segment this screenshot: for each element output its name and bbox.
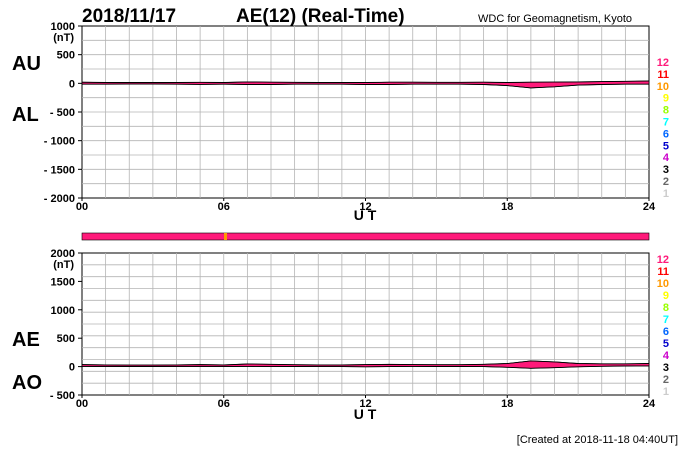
station-legend-label: 12 — [657, 254, 669, 266]
au-al-y-tick-label: 500 — [57, 50, 75, 62]
au-al-upper-line — [81, 80, 650, 83]
au-al-unit-label: (nT) — [53, 32, 74, 44]
station-legend-label: 2 — [663, 374, 669, 386]
ae-ao-y-tick-label: 2000 — [51, 248, 75, 260]
ae-ao-lower-line — [81, 365, 650, 369]
station-legend-label: 9 — [663, 290, 669, 302]
au-al-y-tick-label: - 1500 — [44, 164, 75, 176]
ao-series-label: AO — [12, 372, 42, 394]
station-legend-label: 1 — [663, 188, 669, 200]
station-legend-label: 5 — [663, 338, 669, 350]
station-legend-label: 8 — [663, 302, 669, 314]
au-al-chart: 1000 500 0 - 500 - 1000 - 1500 - 2000 00 06 12 18… — [12, 21, 656, 223]
station-legend-label: 11 — [657, 266, 669, 278]
ae-ao-y-tick-label: - 500 — [50, 390, 75, 402]
au-al-y-tick-label: - 1000 — [44, 136, 75, 148]
ae-ao-data — [81, 360, 650, 369]
ae-ao-x-tick-label: 12 — [359, 398, 371, 410]
ae-ao-unit-label: (nT) — [53, 259, 74, 271]
ae-ao-chart: 2000 1500 1000 500 0 - 500 00 06 12 18 24 (nT) AE… — [12, 248, 656, 422]
au-al-x-tick-label: 24 — [643, 201, 656, 213]
station-legend-label: 11 — [657, 69, 669, 81]
ae-ao-y-tick-label: 1500 — [51, 276, 75, 288]
ae-ao-upper-line — [81, 360, 650, 366]
au-al-y-axis: 1000 500 0 - 500 - 1000 - 1500 - 2000 — [44, 21, 82, 205]
au-series-label: AU — [12, 53, 41, 75]
availability-gap-mark — [224, 233, 227, 240]
station-legend-label: 6 — [663, 128, 669, 140]
au-al-x-tick-label: 12 — [359, 201, 371, 213]
station-legend-label: 1 — [663, 386, 669, 398]
al-series-label: AL — [12, 104, 39, 126]
station-legend-label: 9 — [663, 93, 669, 105]
station-legend-label: 6 — [663, 326, 669, 338]
plot-date: 2018/11/17 — [82, 6, 176, 27]
station-legend-label: 3 — [663, 362, 669, 374]
au-al-x-axis-label: U T — [354, 207, 377, 223]
ae-ao-x-axis: 00 06 12 18 24 — [76, 395, 656, 410]
availability-bar-fill — [81, 232, 650, 241]
station-legend-label: 4 — [663, 152, 670, 164]
au-al-y-tick-label: - 2000 — [44, 193, 75, 205]
ae-series-label: AE — [12, 329, 40, 351]
ae-ao-grid — [82, 253, 649, 395]
ae-ao-y-tick-label: 0 — [69, 362, 75, 374]
station-legend-label: 7 — [663, 314, 669, 326]
station-legend-label: 12 — [657, 57, 669, 69]
station-legend-label: 7 — [663, 117, 669, 129]
station-legend-label: 8 — [663, 105, 669, 117]
ae-ao-x-tick-label: 00 — [76, 398, 88, 410]
au-al-y-tick-label: - 500 — [50, 107, 75, 119]
ae-ao-y-axis: 2000 1500 1000 500 0 - 500 — [50, 248, 82, 402]
created-timestamp: [Created at 2018-11-18 04:40UT] — [517, 434, 678, 446]
data-source: WDC for Geomagnetism, Kyoto — [478, 13, 632, 25]
ae-ao-x-tick-label: 18 — [501, 398, 513, 410]
au-al-x-tick-label: 06 — [218, 201, 230, 213]
ae-ao-y-tick-label: 1000 — [51, 305, 75, 317]
au-al-grid — [82, 26, 649, 198]
ae-ao-y-tick-label: 500 — [57, 333, 75, 345]
au-al-data — [81, 80, 650, 89]
au-al-y-tick-label: 1000 — [51, 21, 75, 33]
au-al-y-tick-label: 0 — [69, 78, 75, 90]
station-legend-label: 3 — [663, 164, 669, 176]
ae-ao-x-tick-label: 24 — [643, 398, 656, 410]
station-legend-label: 5 — [663, 140, 669, 152]
station-legend-label: 4 — [663, 350, 670, 362]
station-legend-label: 10 — [657, 81, 669, 93]
au-al-x-tick-label: 18 — [501, 201, 513, 213]
data-availability-bar — [81, 232, 650, 241]
au-al-lower-line — [82, 83, 649, 89]
plot-title: AE(12) (Real-Time) — [236, 6, 405, 27]
ae-ao-x-axis-label: U T — [354, 406, 377, 422]
station-legend-label: 10 — [657, 278, 669, 290]
au-al-x-tick-label: 00 — [76, 201, 88, 213]
ae-ao-x-tick-label: 06 — [218, 398, 230, 410]
station-legend-label: 2 — [663, 176, 669, 188]
au-al-x-axis: 00 06 12 18 24 — [76, 198, 656, 213]
